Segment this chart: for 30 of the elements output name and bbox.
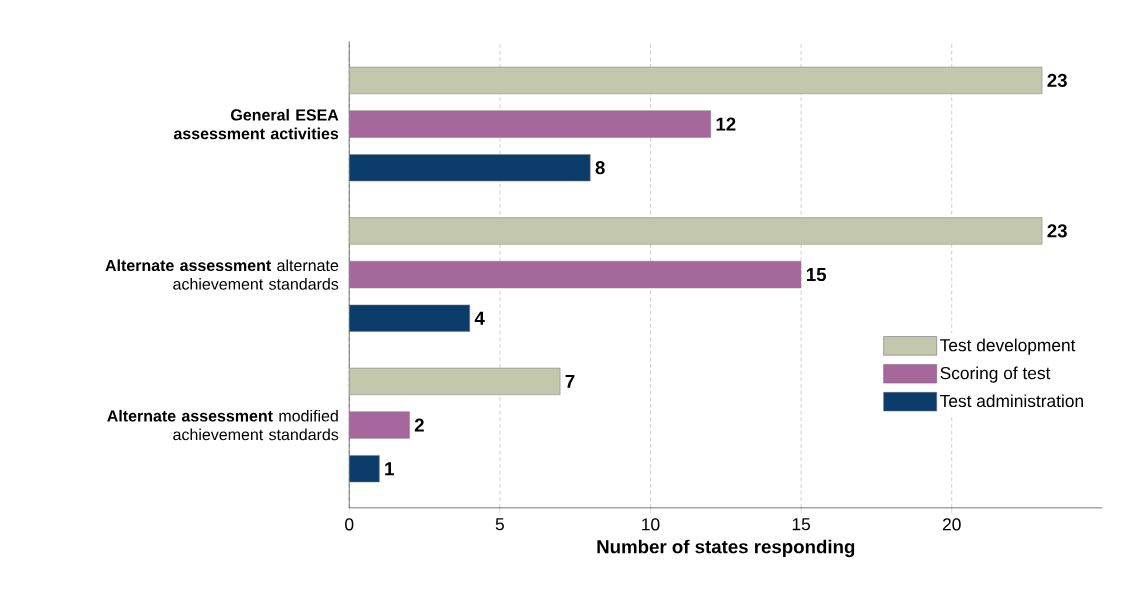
y-tick-label: General ESEA assessment activities (173, 108, 339, 140)
data-label: 7 (565, 374, 575, 388)
x-axis-title: Number of states responding (597, 539, 855, 557)
x-tick-label: 20 (942, 518, 961, 531)
bar (349, 367, 561, 395)
data-label: 2 (414, 418, 424, 432)
data-label: 12 (716, 117, 736, 131)
data-label: 1 (385, 462, 394, 475)
x-tick-label: 0 (345, 518, 354, 531)
bar (349, 454, 380, 483)
bar (349, 304, 471, 332)
data-label: 23 (1047, 73, 1067, 87)
legend-label: Test development (940, 338, 1076, 355)
data-label: 15 (806, 267, 827, 281)
bar (349, 260, 802, 288)
x-tick-label: 15 (792, 518, 811, 531)
bar (349, 217, 1043, 245)
bar (349, 110, 711, 138)
data-label: 4 (474, 311, 485, 325)
bar (349, 411, 410, 439)
bar (349, 66, 1043, 94)
x-tick-label: 5 (495, 518, 504, 531)
data-label: 8 (595, 160, 605, 175)
y-tick-label: Alternate assessment modified achievement standards (107, 409, 339, 441)
data-label: 23 (1047, 224, 1067, 238)
bar (349, 153, 591, 182)
legend-label: Scoring of test (940, 366, 1051, 383)
y-tick-label: Alternate assessment alternate achievement standards (105, 259, 339, 290)
legend-label: Test administration (940, 394, 1083, 407)
x-tick-label: 10 (642, 518, 660, 531)
